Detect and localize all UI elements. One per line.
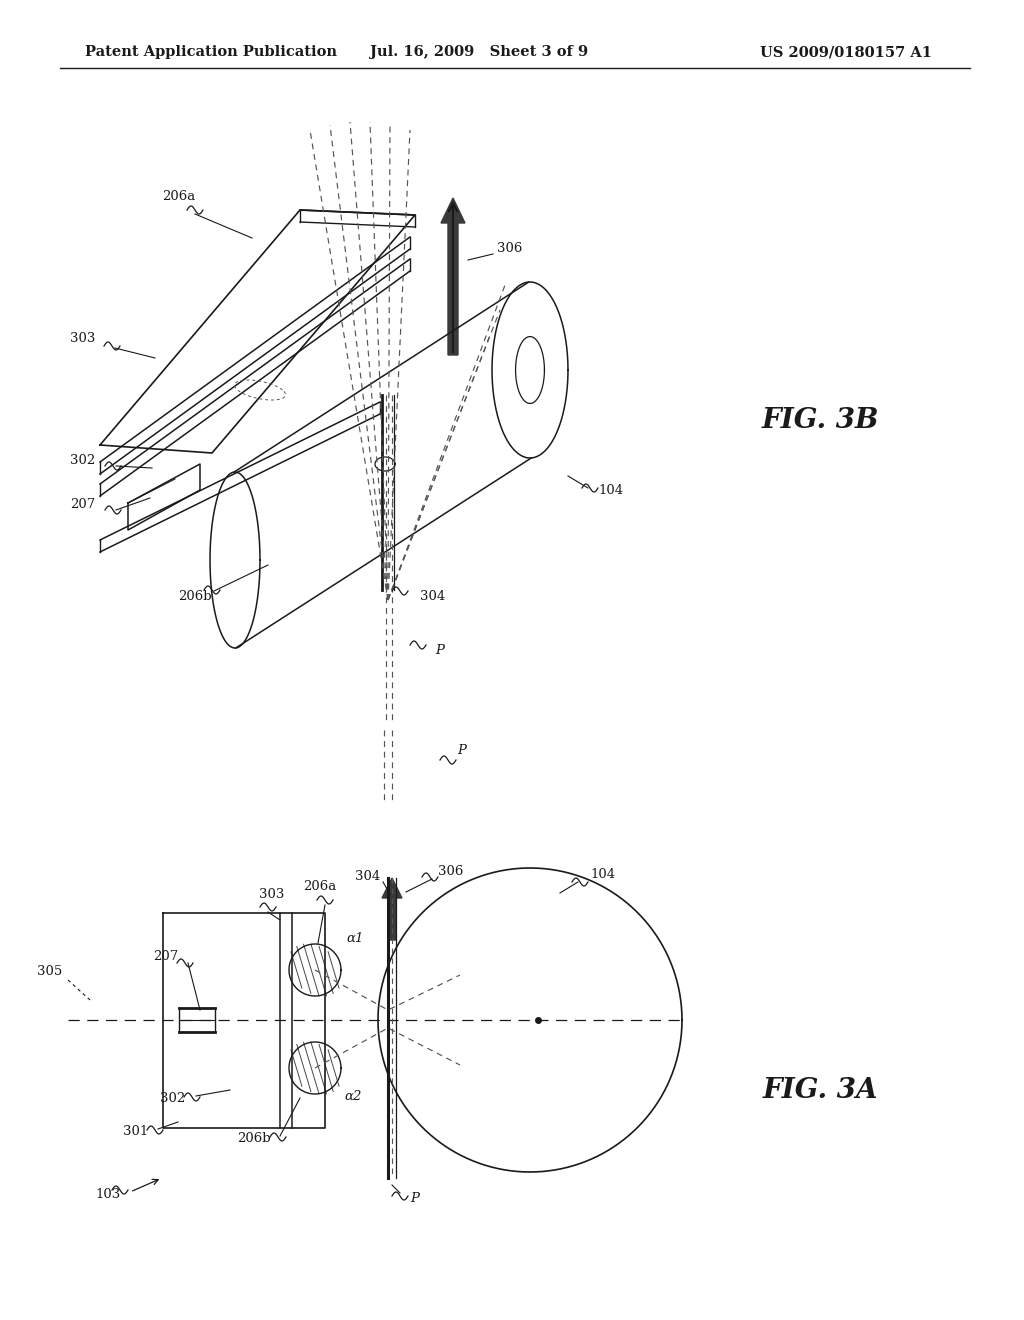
Text: 301: 301 <box>123 1125 148 1138</box>
Text: FIG. 3B: FIG. 3B <box>761 407 879 433</box>
Text: 206b: 206b <box>178 590 212 602</box>
Text: 206a: 206a <box>162 190 196 202</box>
FancyArrow shape <box>441 198 465 355</box>
FancyArrow shape <box>382 878 402 940</box>
Text: α2: α2 <box>344 1090 361 1104</box>
Text: 305: 305 <box>37 965 62 978</box>
Text: 103: 103 <box>95 1188 121 1201</box>
Text: 306: 306 <box>497 242 522 255</box>
Text: 303: 303 <box>70 331 95 345</box>
Text: Patent Application Publication: Patent Application Publication <box>85 45 337 59</box>
Text: 304: 304 <box>420 590 445 603</box>
Text: P: P <box>458 744 467 756</box>
Text: P: P <box>435 644 443 656</box>
Text: Jul. 16, 2009   Sheet 3 of 9: Jul. 16, 2009 Sheet 3 of 9 <box>370 45 588 59</box>
Text: 207: 207 <box>70 499 95 511</box>
Text: US 2009/0180157 A1: US 2009/0180157 A1 <box>760 45 932 59</box>
Text: 304: 304 <box>354 870 380 883</box>
Text: 302: 302 <box>160 1092 185 1105</box>
Text: 306: 306 <box>438 865 464 878</box>
Text: 303: 303 <box>259 888 285 902</box>
Text: 104: 104 <box>598 483 624 496</box>
Text: FIG. 3A: FIG. 3A <box>762 1077 878 1104</box>
Text: α1: α1 <box>346 932 364 945</box>
Text: 302: 302 <box>70 454 95 466</box>
Text: 207: 207 <box>153 950 178 964</box>
Text: P: P <box>411 1192 420 1205</box>
Text: 104: 104 <box>590 869 615 880</box>
Text: 206a: 206a <box>303 880 337 894</box>
Text: 206b: 206b <box>238 1133 270 1144</box>
